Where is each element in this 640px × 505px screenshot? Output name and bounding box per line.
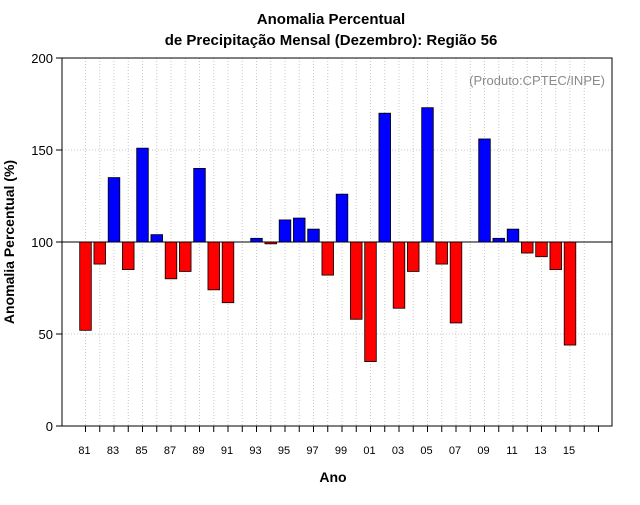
y-axis-label: Anomalia Percentual (%) [1,160,17,324]
source-annotation: (Produto:CPTEC/INPE) [469,73,605,88]
bar-1984 [122,241,135,271]
x-tick-label: 11 [506,445,517,457]
bar-2000 [350,241,363,320]
bar-1988 [179,241,192,272]
bar-2007 [449,241,463,324]
bar-1982 [93,241,106,265]
bar-2015 [563,241,577,346]
bar-2004 [407,241,420,272]
bar-1981 [79,241,92,331]
x-tick-label: 09 [477,445,489,457]
x-tick-label: 83 [107,445,119,457]
bar-2006 [435,241,448,265]
bar-1999 [335,193,349,243]
y-tick-label: 50 [39,327,53,342]
bar-1991 [221,241,235,304]
chart-title-line2: de Precipitação Mensal (Dezembro): Regiã… [165,32,498,49]
bar-2009 [478,138,491,243]
y-tick-label: 150 [31,143,53,158]
bar-1998 [321,241,334,276]
bar-1996 [293,217,306,243]
x-tick-label: 99 [335,445,347,457]
x-tick-label: 95 [278,445,290,457]
y-tick-label: 100 [31,235,53,250]
x-tick-label: 07 [449,445,461,457]
axes-layer: 0 50 100 150 200 81 83 85 87 89 91 93 95 97 99 01 03 05 07… [31,51,613,457]
x-tick-label: 81 [78,445,90,457]
x-tick-label: 89 [192,445,204,457]
bar-2013 [535,241,548,258]
bar-2014 [549,241,562,271]
bar-2003 [392,241,406,309]
x-tick-label: 13 [534,445,546,457]
bar-1989 [193,167,206,243]
x-tick-label: 01 [363,445,375,457]
bar-2012 [521,241,534,254]
bar-1986 [150,234,163,243]
bar-2010 [492,237,505,243]
bar-1987 [164,241,178,280]
x-tick-label: 93 [249,445,261,457]
bar-2005 [421,107,434,243]
x-tick-label: 03 [392,445,404,457]
bar-1997 [307,228,320,243]
x-tick-label: 91 [221,445,233,457]
bar-2011 [506,228,520,243]
chart-title-line1: Anomalia Percentual [257,11,405,28]
bar-1983 [107,177,121,243]
y-tick-label: 0 [46,419,53,434]
x-tick-label: 87 [164,445,176,457]
x-tick-label: 15 [563,445,575,457]
x-axis-label: Ano [319,469,346,485]
x-tick-label: 05 [420,445,432,457]
y-tick-label: 200 [31,51,53,66]
bar-2001 [364,241,377,362]
x-tick-label: 97 [306,445,318,457]
bar-1990 [207,241,220,291]
bar-2002 [378,112,391,243]
bar-1995 [278,219,292,243]
bar-1993 [250,237,263,243]
x-tick-label: 85 [135,445,147,457]
bar-1985 [136,147,149,243]
